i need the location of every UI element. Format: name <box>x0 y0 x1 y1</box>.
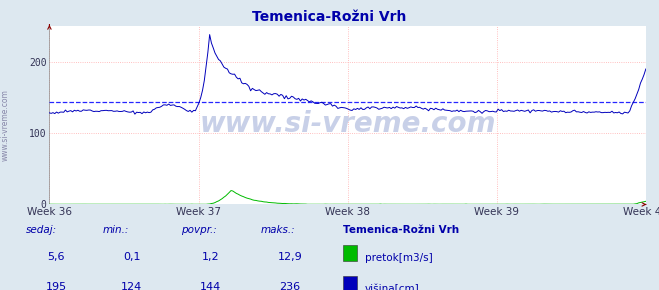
Text: 0,1: 0,1 <box>123 252 140 262</box>
Text: www.si-vreme.com: www.si-vreme.com <box>1 89 10 161</box>
Bar <box>343 276 357 290</box>
Text: 236: 236 <box>279 282 301 290</box>
Text: povpr.:: povpr.: <box>181 224 217 235</box>
Text: 124: 124 <box>121 282 142 290</box>
Text: Temenica-Rožni Vrh: Temenica-Rožni Vrh <box>343 224 459 235</box>
Text: 1,2: 1,2 <box>202 252 219 262</box>
Text: 195: 195 <box>45 282 67 290</box>
Text: sedaj:: sedaj: <box>26 224 57 235</box>
Text: 144: 144 <box>200 282 221 290</box>
Text: Temenica-Rožni Vrh: Temenica-Rožni Vrh <box>252 10 407 24</box>
Bar <box>343 245 357 261</box>
Text: 5,6: 5,6 <box>47 252 65 262</box>
Text: maks.:: maks.: <box>260 224 295 235</box>
Text: višina[cm]: višina[cm] <box>365 284 420 290</box>
Text: 12,9: 12,9 <box>277 252 302 262</box>
Text: www.si-vreme.com: www.si-vreme.com <box>200 110 496 138</box>
Text: min.:: min.: <box>102 224 129 235</box>
Text: pretok[m3/s]: pretok[m3/s] <box>365 253 433 263</box>
